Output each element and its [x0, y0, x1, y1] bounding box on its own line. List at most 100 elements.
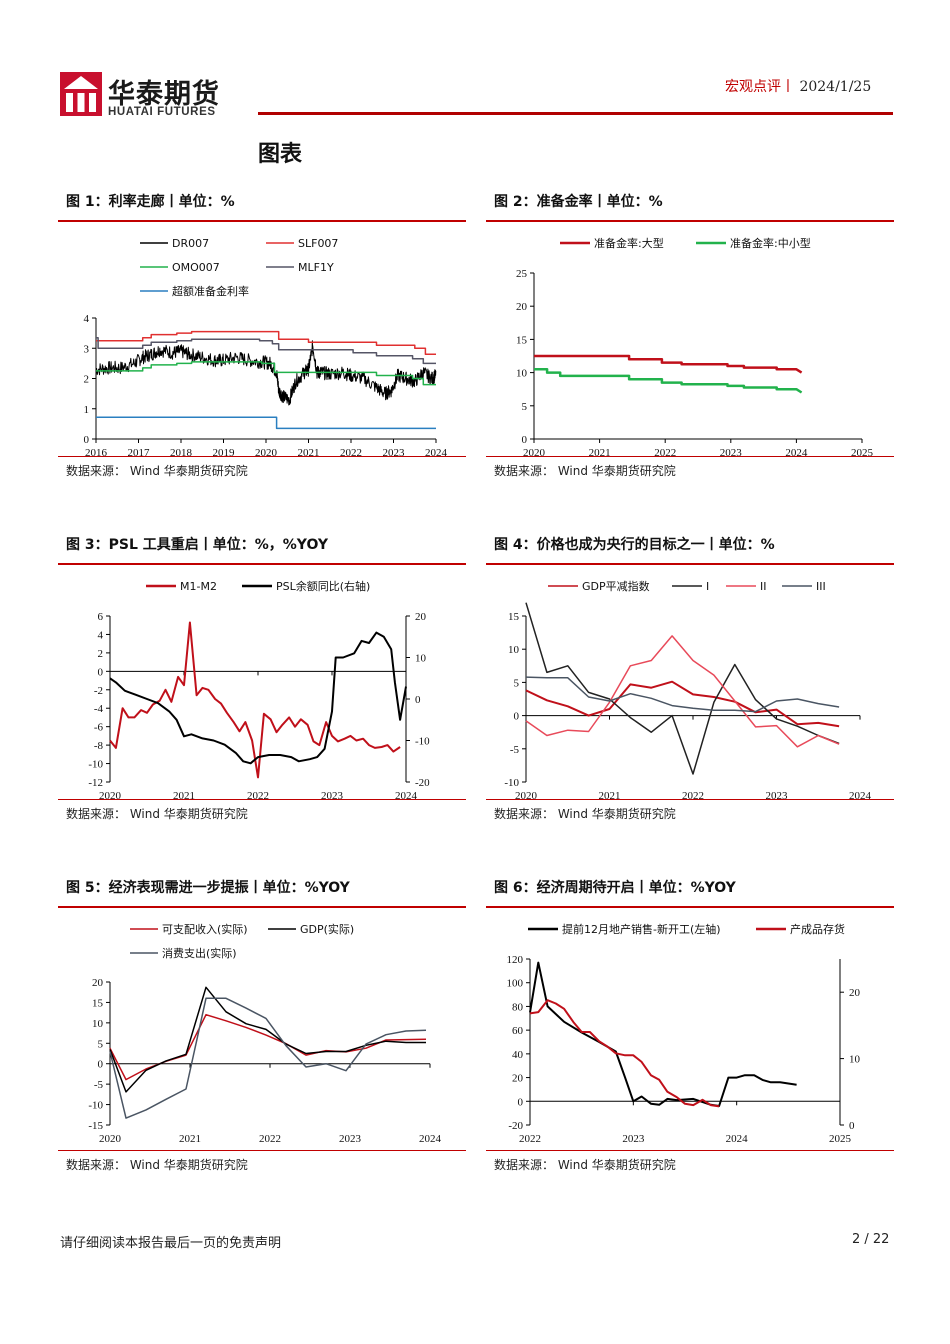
figure-source: 数据来源： Wind 华泰期货研究院 [66, 1158, 248, 1172]
y-tick-label: 0 [98, 666, 104, 678]
x-tick-label: 2022 [682, 790, 704, 802]
y2-tick-label: 20 [415, 611, 427, 623]
y-tick-label: 20 [512, 1073, 524, 1085]
series-line-2 [525, 602, 840, 775]
series-line-1 [534, 354, 803, 374]
x-tick-label: 2023 [720, 447, 743, 459]
legend-label: SLF007 [298, 237, 338, 250]
y2-tick-label: -20 [415, 777, 430, 789]
x-tick-label: 2021 [298, 447, 320, 459]
figure-1: 图 1：利率走廊丨单位：% 0 1 2 3 4 2016 2017 2018 2019 2020 20… [58, 186, 466, 496]
logo-mark-icon [60, 72, 102, 116]
y-tick-label: -20 [508, 1120, 523, 1132]
series-line-2 [529, 999, 720, 1108]
figure-title: 图 2：准备金率丨单位：% [494, 194, 663, 210]
y-tick-label: 4 [98, 629, 104, 641]
series-line-1 [525, 680, 840, 728]
y-tick-label: 1 [84, 404, 90, 416]
x-tick-label: 2023 [339, 1133, 362, 1145]
figure-source: 数据来源： Wind 华泰期货研究院 [494, 1158, 676, 1172]
x-tick-label: 2021 [599, 790, 621, 802]
footer-disclaimer: 请仔细阅读本报告最后一页的免责声明 [60, 1236, 282, 1251]
x-tick-label: 2024 [425, 447, 448, 459]
y-tick-label: 0 [98, 1059, 104, 1071]
y-tick-label: 0 [514, 711, 520, 723]
series-line-1 [95, 340, 437, 406]
legend-label: 可支配收入(实际) [162, 922, 248, 936]
figure-title-rule [58, 906, 466, 908]
y-tick-label: 0 [518, 1096, 524, 1108]
y-tick-label: 20 [92, 977, 104, 989]
x-tick-label: 2022 [259, 1133, 281, 1145]
x-tick-label: 2020 [255, 447, 278, 459]
y-tick-label: 5 [514, 677, 520, 689]
legend-label: 超额准备金利率 [172, 284, 249, 298]
y-tick-label: 10 [508, 644, 520, 656]
figure-source-rule [486, 1150, 894, 1151]
logo [60, 72, 102, 116]
x-tick-label: 2017 [128, 447, 151, 459]
y-tick-label: 25 [516, 268, 528, 280]
page-number: 2 / 22 [852, 1232, 890, 1247]
x-tick-label: 2018 [170, 447, 193, 459]
header-rule [258, 112, 893, 115]
x-tick-label: 2024 [849, 790, 872, 802]
y-tick-label: 4 [84, 313, 90, 325]
y-tick-label: -8 [94, 740, 104, 752]
figure-2: 图 2：准备金率丨单位：% 0 5 10 15 20 25 2020 2021 2022 2023 2… [486, 186, 894, 496]
series-line-2 [96, 330, 436, 356]
y-tick-label: -10 [88, 1100, 103, 1112]
y-tick-label: -15 [88, 1120, 103, 1132]
series-line-4 [525, 676, 840, 713]
legend-label: OMO007 [172, 261, 220, 274]
x-tick-label: 2024 [395, 790, 418, 802]
x-tick-label: 2023 [321, 790, 344, 802]
x-tick-label: 2020 [99, 790, 122, 802]
legend-label: M1-M2 [180, 580, 217, 593]
legend-label: 消费支出(实际) [162, 946, 237, 960]
figure-title: 图 5：经济表现需进一步提振丨单位：%YOY [66, 880, 350, 896]
y-tick-label: 15 [508, 611, 520, 623]
report-date: 2024/1/25 [799, 79, 872, 95]
series-line-4 [96, 336, 436, 365]
series-line-1 [109, 621, 401, 779]
figure-title: 图 6：经济周期待开启丨单位：%YOY [494, 880, 736, 896]
y-tick-label: 2 [84, 374, 90, 386]
y-tick-label: 0 [84, 434, 90, 446]
y-tick-label: 15 [92, 997, 104, 1009]
legend-label: II [760, 580, 767, 593]
x-tick-label: 2024 [785, 447, 808, 459]
series-line-3 [525, 635, 840, 748]
x-tick-label: 2020 [523, 447, 546, 459]
y-tick-label: 40 [512, 1049, 524, 1061]
figure-source-rule [486, 456, 894, 457]
figure-title: 图 4：价格也成为央行的目标之一丨单位：% [494, 537, 775, 553]
y2-tick-label: -10 [415, 736, 430, 748]
y-tick-label: -6 [94, 722, 104, 734]
figure-title-rule [486, 563, 894, 565]
y2-tick-label: 0 [849, 1120, 855, 1132]
y-tick-label: 10 [92, 1018, 104, 1030]
figure-6: 图 6：经济周期待开启丨单位：%YOY -20 0 20 40 60 80 100 120 0 10… [486, 872, 894, 1194]
x-tick-label: 2025 [829, 1133, 852, 1145]
figure-source-rule [486, 799, 894, 800]
figure-4: 图 4：价格也成为央行的目标之一丨单位：% -10 -5 0 5 10 15 2020 2021… [486, 529, 894, 839]
figure-5: 图 5：经济表现需进一步提振丨单位：%YOY -15 -10 -5 0 5 10 15 20 20… [58, 872, 466, 1194]
series-line-3 [109, 997, 427, 1119]
figure-3: 图 3：PSL 工具重启丨单位：%，%YOY -12 -10 -8 -6 -4 -2 0 2 4 6… [58, 529, 466, 839]
y-tick-label: -12 [88, 777, 103, 789]
legend-label: MLF1Y [298, 261, 334, 274]
x-tick-label: 2021 [179, 1133, 201, 1145]
y-tick-label: 10 [516, 368, 528, 380]
y-tick-label: 100 [507, 978, 524, 990]
series-line-1 [109, 1013, 427, 1081]
figure-title-rule [486, 906, 894, 908]
y2-tick-label: 10 [849, 1054, 861, 1066]
x-tick-label: 2023 [766, 790, 789, 802]
y-tick-label: 60 [512, 1025, 524, 1037]
y-tick-label: 2 [98, 648, 104, 660]
figure-source-rule [58, 799, 466, 800]
